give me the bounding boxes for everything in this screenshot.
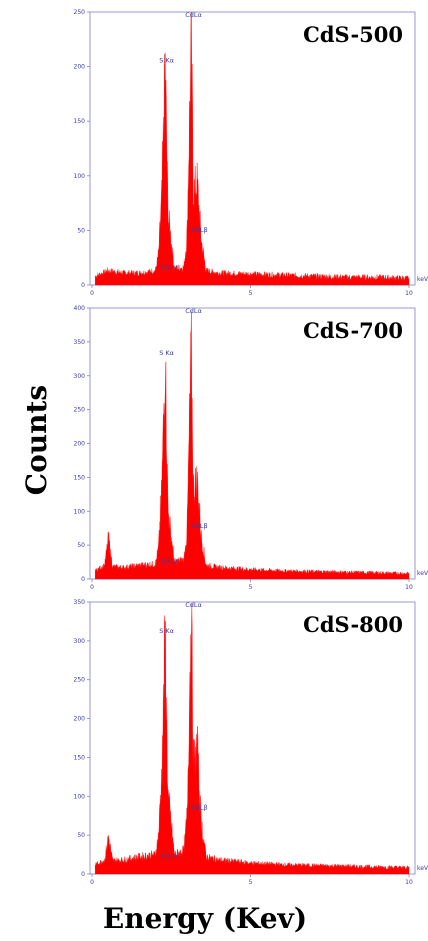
peak-label: S Kα	[159, 627, 174, 635]
peak-spike	[195, 749, 199, 874]
y-tick-label: 400	[74, 305, 86, 312]
spectrum-area	[95, 11, 410, 286]
eds-panel: 0 50 100 150 200 250 0 5 10 keV S Kα CdLα CdLβ CdLγ Cd…	[74, 9, 428, 297]
peak-spike	[164, 568, 169, 579]
peak-label: CdLα	[185, 601, 202, 609]
peak-label: CdLβ	[191, 226, 207, 234]
x-tick-label: 0	[90, 290, 94, 297]
x-axis-title: Energy (Kev)	[103, 902, 307, 935]
peak-label: CdLγ	[161, 852, 177, 860]
peak-spike	[164, 274, 169, 285]
peak-spike	[189, 350, 193, 579]
y-tick-label: 250	[74, 407, 86, 414]
plot-frame	[89, 307, 416, 580]
y-tick-label: 300	[74, 638, 86, 645]
peak-label: CdLγ	[161, 557, 177, 565]
peak-spike	[106, 538, 111, 579]
peak-spike	[163, 66, 167, 285]
spectrum-area	[95, 311, 410, 580]
y-tick-label: 0	[81, 282, 85, 289]
x-tick-label: 5	[249, 584, 253, 591]
y-tick-label: 200	[74, 716, 86, 723]
x-tick-label: 0	[90, 584, 94, 591]
peak-spike	[163, 636, 167, 874]
y-tick-label: 0	[81, 871, 85, 878]
panel-title: CdS-500	[303, 22, 403, 47]
y-tick-label: 250	[74, 677, 86, 684]
eds-panel: 0 50 100 150 200 250 300 350 400 0 5 10 keV S Kα CdLα C…	[74, 305, 428, 591]
x-tick-label: 10	[405, 584, 413, 591]
peak-label: CdLα	[185, 307, 202, 315]
peak-spike	[164, 862, 169, 874]
x-tick-label: 10	[405, 879, 413, 886]
y-tick-label: 50	[77, 542, 85, 549]
y-tick-label: 50	[77, 227, 85, 234]
y-tick-label: 250	[74, 9, 86, 16]
panel-title: CdS-800	[303, 612, 403, 637]
y-tick-label: 150	[74, 118, 86, 125]
y-tick-label: 100	[74, 173, 86, 180]
peak-spike	[195, 183, 199, 285]
y-tick-label: 300	[74, 373, 86, 380]
peak-spike	[189, 608, 193, 874]
peak-label: CdLβ	[191, 522, 207, 530]
peak-label: CdLα	[185, 11, 202, 19]
y-tick-label: 150	[74, 474, 86, 481]
y-tick-label: 0	[81, 576, 85, 583]
x-tick-label: 5	[249, 290, 253, 297]
x-unit-label: keV	[417, 570, 428, 577]
x-tick-label: 0	[90, 879, 94, 886]
y-tick-label: 100	[74, 508, 86, 515]
y-tick-label: 350	[74, 599, 86, 606]
peak-label: S Kα	[159, 349, 174, 357]
spectrum-area	[95, 603, 410, 875]
x-tick-label: 10	[405, 290, 413, 297]
y-tick-label: 350	[74, 339, 86, 346]
x-unit-label: keV	[417, 865, 428, 872]
plot-frame	[89, 11, 416, 286]
peak-spike	[189, 37, 193, 286]
peak-spike	[106, 836, 111, 874]
y-axis-title: Counts	[20, 385, 53, 495]
y-tick-label: 200	[74, 64, 86, 71]
peak-label: CdLβ	[191, 803, 207, 811]
eds-panel: 0 50 100 150 200 250 300 350 0 5 10 keV S Kα CdLα CdLβ…	[74, 599, 428, 886]
plot-frame	[89, 601, 416, 875]
x-unit-label: keV	[417, 276, 428, 283]
peak-label: CdLγ	[161, 263, 177, 271]
peak-label: S Kα	[159, 57, 174, 65]
y-tick-label: 150	[74, 754, 86, 761]
peak-spike	[195, 480, 199, 579]
y-tick-label: 200	[74, 441, 86, 448]
y-tick-label: 100	[74, 793, 86, 800]
peak-spike	[163, 358, 167, 579]
y-tick-label: 50	[77, 832, 85, 839]
panel-title: CdS-700	[303, 318, 403, 343]
x-tick-label: 5	[249, 879, 253, 886]
